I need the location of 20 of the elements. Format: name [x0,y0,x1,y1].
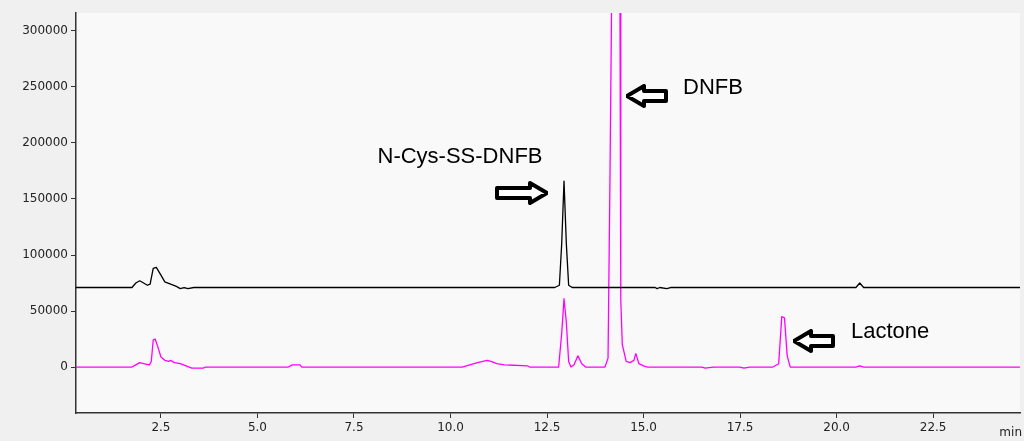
x-axis-title: min [999,425,1022,440]
x-tick-label: 22.5 [919,420,947,435]
y-tick-label: 300000 [22,23,68,38]
x-tick-label: 20.0 [823,420,850,435]
y-tick-label: 250000 [22,79,68,94]
y-tick-label: 0 [60,359,68,374]
x-tick-label: 2.5 [151,420,171,435]
x-tick-label: 12.5 [533,420,561,435]
y-tick-label: 150000 [22,191,68,206]
x-tick-label: 7.5 [344,420,364,435]
y-tick-label: 100000 [22,247,68,262]
x-tick-label: 10.0 [437,420,464,435]
x-tick-label: 15.0 [630,420,657,435]
annotation: N-Cys-SS-DNFB [377,143,543,169]
annotation: DNFB [683,74,743,100]
y-tick-label: 50000 [29,303,68,318]
annotation: Lactone [851,318,930,344]
x-tick-label: 17.5 [726,420,754,435]
y-tick-label: 200000 [22,135,68,150]
x-tick-label: 5.0 [247,420,268,435]
